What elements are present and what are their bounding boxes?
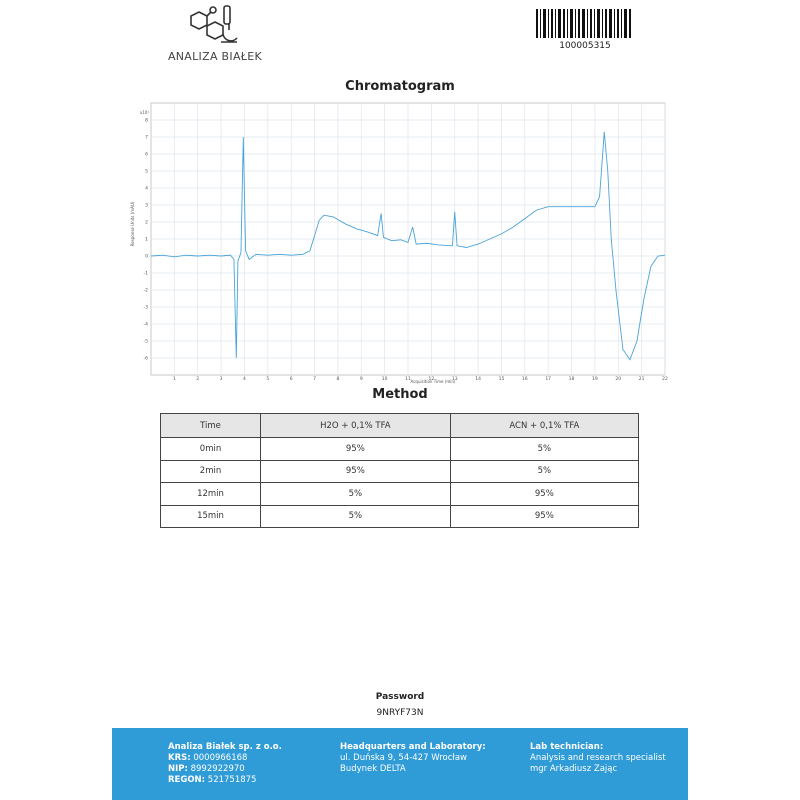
x-tick-label: 12 <box>428 376 434 382</box>
brand-name: ANALIZA BIAŁEK <box>167 50 263 63</box>
column-header: Time <box>160 413 261 438</box>
y-tick-label: 6 <box>145 152 148 158</box>
y-tick-label: 8 <box>145 118 148 124</box>
y-tick-label: 2 <box>145 220 148 226</box>
chart-title: Chromatogram <box>345 79 455 94</box>
y-tick-label: -2 <box>144 288 149 294</box>
x-tick-label: 21 <box>639 376 645 382</box>
x-tick-label: 2 <box>196 376 199 382</box>
y-tick-label: 5 <box>145 169 148 175</box>
password-label: Password <box>375 692 425 702</box>
y-tick-label: -1 <box>144 271 149 277</box>
column-header: ACN + 0,1% TFA <box>449 413 640 438</box>
id-value: 521751875 <box>207 775 257 785</box>
y-tick-label: -4 <box>144 322 149 328</box>
x-tick-label: 4 <box>243 376 246 382</box>
table-cell: 12min <box>160 482 261 506</box>
id-line: NIP: 8992922970 <box>168 764 282 775</box>
y-tick-label: 7 <box>145 135 148 141</box>
y-tick-label: -5 <box>144 339 149 345</box>
table-cell: 95% <box>260 459 451 483</box>
table-row: 0min 95% 5% <box>160 437 640 461</box>
id-label: NIP: <box>168 764 188 774</box>
x-tick-label: 3 <box>220 376 223 382</box>
tech-title: Lab technician: <box>530 742 604 752</box>
table-cell: 95% <box>449 482 640 506</box>
method-table: Time H2O + 0,1% TFA ACN + 0,1% TFA 0min 95%… <box>160 413 640 528</box>
method-title: Method <box>372 387 428 402</box>
x-axis-label: Acquisition Time (min) <box>411 379 456 384</box>
x-tick-label: 7 <box>313 376 316 382</box>
barcode-number: 100005315 <box>559 41 611 51</box>
y-scale-label: x10¹ <box>140 110 149 115</box>
x-tick-label: 5 <box>266 376 269 382</box>
y-axis-label: Response Units (mAU) <box>130 201 135 246</box>
table-cell: 15min <box>160 504 261 528</box>
tech-line: mgr Arkadiusz Zając <box>530 764 618 774</box>
x-tick-label: 22 <box>662 376 668 382</box>
table-row: 15min 5% 95% <box>160 504 640 528</box>
y-tick-label: 0 <box>145 254 148 260</box>
x-tick-label: 14 <box>475 376 481 382</box>
table-cell: 5% <box>449 437 640 461</box>
table-cell: 0min <box>160 437 261 461</box>
x-tick-label: 13 <box>452 376 458 382</box>
x-tick-label: 18 <box>569 376 575 382</box>
y-tick-label: -6 <box>144 356 149 362</box>
x-tick-label: 16 <box>522 376 528 382</box>
x-tick-label: 9 <box>360 376 363 382</box>
hq-title: Headquarters and Laboratory: <box>340 742 486 752</box>
y-tick-label: -3 <box>144 305 149 311</box>
table-cell: 5% <box>260 482 451 506</box>
y-tick-label: 4 <box>145 186 148 192</box>
tech-line: Analysis and research specialist <box>530 753 666 763</box>
x-tick-label: 6 <box>290 376 293 382</box>
hq-line: ul. Duńska 9, 54-427 Wrocław <box>340 753 467 763</box>
id-label: REGON: <box>168 775 206 785</box>
table-row: 12min 5% 95% <box>160 482 640 506</box>
y-tick-label: 1 <box>145 237 148 243</box>
password-value: 9NRYF73N <box>376 708 424 718</box>
hq-line: Budynek DELTA <box>340 764 406 774</box>
id-label: KRS: <box>168 753 191 763</box>
table-cell: 5% <box>260 504 451 528</box>
barcode <box>536 9 631 38</box>
company: Analiza Białek sp. z o.o. <box>168 742 282 752</box>
x-tick-label: 19 <box>592 376 598 382</box>
table-cell: 2min <box>160 459 261 483</box>
x-tick-label: 8 <box>336 376 339 382</box>
x-tick-label: 15 <box>499 376 505 382</box>
x-tick-label: 17 <box>545 376 551 382</box>
id-line: REGON: 521751875 <box>168 775 282 786</box>
x-tick-label: 10 <box>382 376 388 382</box>
table-cell: 5% <box>449 459 640 483</box>
x-tick-label: 11 <box>405 376 411 382</box>
id-value: 0000966168 <box>193 753 248 763</box>
table-cell: 95% <box>449 504 640 528</box>
id-value: 8992922970 <box>190 764 245 774</box>
logo-icon <box>190 5 238 43</box>
chromatogram-line <box>150 131 666 361</box>
x-tick-label: 1 <box>173 376 176 382</box>
footer: Analiza Białek sp. z o.o. KRS: 000096616… <box>112 728 688 800</box>
y-tick-label: 3 <box>145 203 148 209</box>
id-line: KRS: 0000966168 <box>168 753 282 764</box>
column-header: H2O + 0,1% TFA <box>260 413 451 438</box>
table-cell: 95% <box>260 437 451 461</box>
table-row: 2min 95% 5% <box>160 459 640 483</box>
header-row: Time H2O + 0,1% TFA ACN + 0,1% TFA <box>160 413 640 438</box>
x-tick-label: 20 <box>615 376 621 382</box>
